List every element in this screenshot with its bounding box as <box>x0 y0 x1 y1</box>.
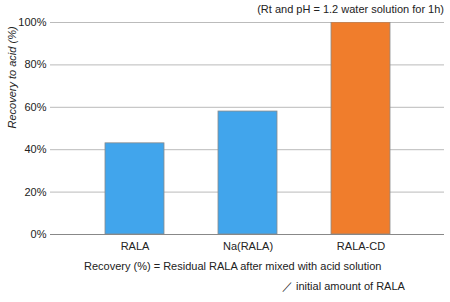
html-text:Recovery (%) = Residual RALA a: Recovery (%) = Residual RALA after mixed… <box>84 260 382 272</box>
svg-text:RALA: RALA <box>121 240 150 252</box>
svg-text:40%: 40% <box>24 143 46 155</box>
svg-text:Na(RALA): Na(RALA) <box>223 240 273 252</box>
svg-text:100%: 100% <box>18 18 46 28</box>
html-text:(Rt and pH = 1.2 water solutio: (Rt and pH = 1.2 water solution for 1h) <box>257 3 444 15</box>
svg-text:20%: 20% <box>24 186 46 198</box>
svg-text:60%: 60% <box>24 101 46 113</box>
svg-text:RALA-CD: RALA-CD <box>337 240 385 252</box>
html-text:／ initial amount of RALA: ／ initial amount of RALA <box>282 280 405 292</box>
svg-text:0%: 0% <box>31 228 47 240</box>
svg-text:80%: 80% <box>24 58 46 70</box>
svg-text:Recovery to acid (%): Recovery to acid (%) <box>6 26 18 128</box>
